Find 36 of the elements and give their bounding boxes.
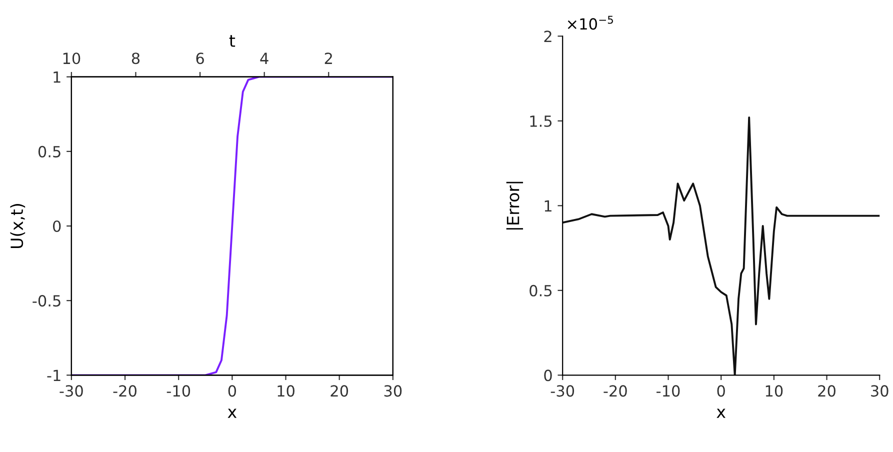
x2-axis-title: t: [229, 35, 236, 47]
text: ×10$^{−5}$: [568, 16, 613, 30]
y-tick-label: -1: [47, 370, 60, 381]
x-tick-label: 10: [766, 385, 783, 397]
y-axis-title: |Error|: [506, 182, 524, 230]
y-tick-label: 1: [544, 200, 552, 212]
y-axis-title: U(x,t): [10, 204, 26, 248]
y-tick-label: 1.5: [530, 116, 552, 127]
x-tick-label: -20: [113, 385, 136, 397]
x-tick-label: 0: [228, 385, 236, 397]
y-tick-label: 0.5: [38, 146, 60, 158]
x2-tick-label: 6: [196, 52, 204, 64]
x-tick-label: 30: [384, 385, 402, 397]
line-series: [71, 76, 393, 376]
x-tick-label: -20: [604, 385, 627, 397]
x-tick-label: -10: [656, 385, 680, 397]
x-tick-label: -30: [60, 385, 83, 397]
x-tick-label: 20: [330, 385, 348, 397]
x-tick-label: -10: [166, 385, 190, 397]
x-tick-label: 30: [871, 385, 888, 397]
x2-tick-label: 2: [324, 52, 332, 64]
x-axis-title: x: [228, 408, 237, 418]
x2-tick-label: 4: [260, 52, 268, 64]
x2-tick-label: 8: [132, 52, 140, 64]
y-tick-label: 2: [544, 30, 552, 42]
y-tick-label: -0.5: [32, 295, 60, 307]
x2-tick-label: 10: [63, 52, 80, 64]
x-tick-label: 10: [278, 385, 294, 397]
x-tick-label: 20: [818, 385, 836, 397]
y-tick-label: 1: [54, 72, 60, 83]
x-axis-title: x: [716, 408, 726, 418]
x-tick-label: -30: [550, 385, 574, 397]
y-tick-label: 0: [544, 370, 552, 382]
y-tick-label: 0: [53, 220, 61, 232]
y-tick-label: 0.5: [530, 284, 552, 296]
x-tick-label: 0: [717, 385, 725, 397]
